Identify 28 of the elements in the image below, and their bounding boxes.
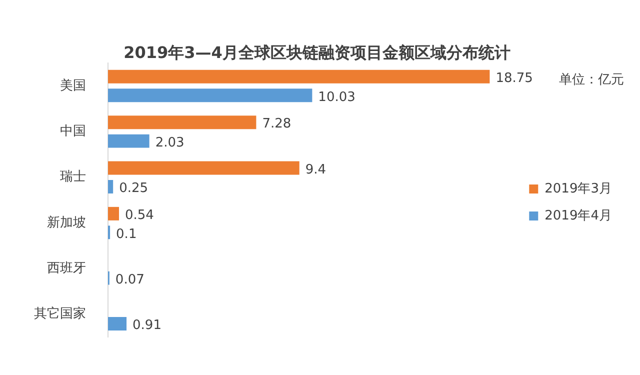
y-tick-label: 西班牙 [47, 261, 86, 276]
bar [108, 316, 127, 330]
bar [108, 206, 119, 220]
data-label: 0.54 [124, 208, 154, 224]
bar [108, 70, 490, 84]
data-label: 9.4 [305, 162, 326, 178]
data-label: 7.28 [262, 116, 292, 132]
data-label: 0.07 [115, 272, 144, 288]
legend-label: 2019年3月 [544, 181, 612, 196]
data-label: 0.91 [132, 318, 162, 334]
bar [108, 88, 312, 102]
y-tick-label: 其它国家 [34, 306, 86, 322]
bar [108, 134, 150, 148]
legend-label: 2019年4月 [544, 208, 612, 224]
y-tick-label: 新加坡 [47, 215, 86, 230]
data-label: 2.03 [155, 135, 184, 150]
data-label: 10.03 [318, 90, 356, 105]
y-tick-label: 美国 [60, 77, 86, 94]
data-label: 0.25 [119, 181, 148, 196]
data-label: 0.1 [116, 226, 137, 242]
y-tick-label: 瑞士 [60, 170, 86, 185]
text: 单位：亿元 [559, 72, 624, 88]
chart-title: 2019年3—4月全球区块链融资项目金额区域分布统计 [124, 42, 510, 62]
data-label: 18.75 [496, 71, 533, 86]
y-tick-label: 中国 [60, 124, 86, 140]
bar [108, 180, 114, 194]
bar [108, 161, 300, 175]
bar [108, 116, 256, 130]
